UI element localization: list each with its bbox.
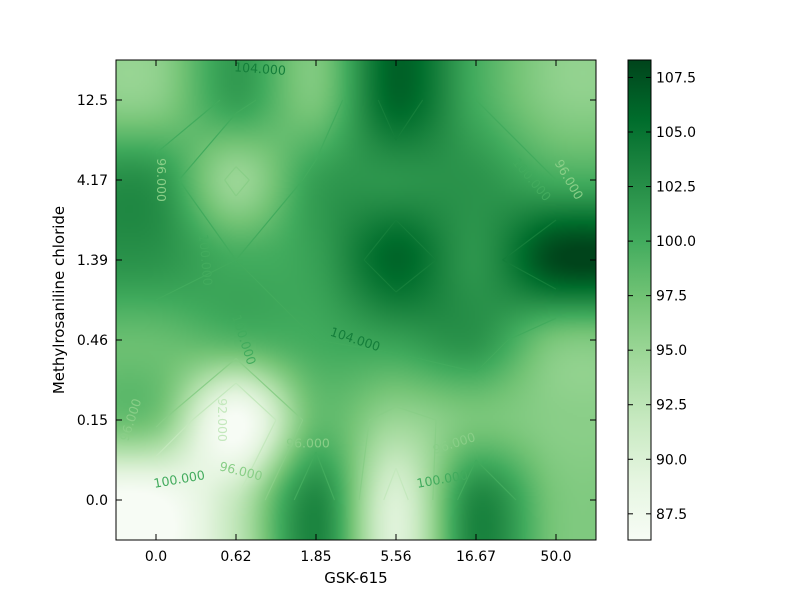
colorbar-tick-label: 90.0 <box>656 452 687 468</box>
colorbar-tick-label: 102.5 <box>656 180 696 196</box>
contour-label: 100.000 <box>196 234 215 287</box>
colorbar-tick-label: 95.0 <box>656 343 687 359</box>
x-tick-label: 50.0 <box>540 549 571 565</box>
colorbar-tick-label: 100.0 <box>656 234 696 250</box>
contour-label: 92.000 <box>215 398 230 442</box>
y-tick-label: 0.46 <box>77 333 108 349</box>
y-axis-label: Methylrosaniline chloride <box>50 206 68 394</box>
contour-line-96 <box>155 166 437 501</box>
x-tick-label: 5.56 <box>380 549 411 565</box>
colorbar: 87.5 90.0 92.5 95.0 97.5 100.0 102.5 105.0 107.5 <box>627 59 696 541</box>
contour-line-104 <box>363 99 557 293</box>
y-tick-label: 12.5 <box>77 93 108 109</box>
contour-line-92 <box>155 382 409 501</box>
x-tick-label: 0.62 <box>220 549 251 565</box>
contour-label: 96.000 <box>286 436 330 451</box>
contour-line-100 <box>155 99 557 501</box>
y-tick-label: 4.17 <box>77 173 108 189</box>
y-tick-label: 0.15 <box>77 413 108 429</box>
colorbar-tick-label: 107.5 <box>656 70 696 86</box>
contour-label: 104.000 <box>234 59 287 78</box>
contour-lines <box>155 99 557 501</box>
colorbar-tick-label: 97.5 <box>656 289 687 305</box>
x-tick-label: 0.0 <box>145 549 167 565</box>
y-tick-label: 1.39 <box>77 253 108 269</box>
colorbar-ticks: 87.5 90.0 92.5 95.0 97.5 100.0 102.5 105.0 107.5 <box>628 70 696 523</box>
contour-label: 96.000 <box>154 158 169 202</box>
colorbar-gradient <box>627 59 652 541</box>
x-axis-label: GSK-615 <box>324 569 387 587</box>
x-tick-label: 16.67 <box>456 549 496 565</box>
plot-frame <box>115 59 597 541</box>
heatmap-surface <box>116 60 596 540</box>
colorbar-tick-label: 92.5 <box>656 398 687 414</box>
colorbar-tick-label: 105.0 <box>656 125 696 141</box>
y-axis: 0.0 0.15 0.46 1.39 4.17 12.5 <box>77 93 596 509</box>
colorbar-tick-label: 87.5 <box>656 507 687 523</box>
x-axis: 0.0 0.62 1.85 5.56 16.67 50.0 <box>145 60 572 565</box>
x-tick-label: 1.85 <box>300 549 331 565</box>
y-tick-label: 0.0 <box>86 493 108 509</box>
